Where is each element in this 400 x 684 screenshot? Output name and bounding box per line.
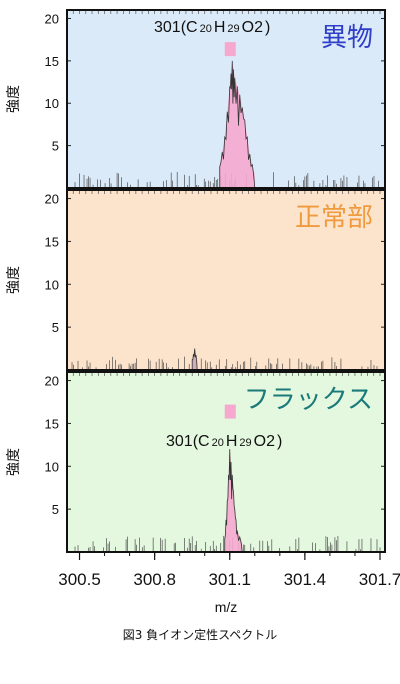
y-axis-label: 強度 <box>6 448 22 476</box>
formula-part: O2 <box>242 19 263 36</box>
formula-part: 301(C <box>154 19 198 36</box>
panel-frame <box>66 189 386 371</box>
panel-background <box>67 190 385 370</box>
peak-trace <box>219 60 256 189</box>
y-axis-label: 強度 <box>6 266 22 294</box>
formula-part: ) <box>265 19 270 36</box>
y-tick-label: 15 <box>45 54 59 69</box>
formula-part: 29 <box>227 23 239 35</box>
formula-part: H <box>226 433 238 450</box>
x-tick-label: 300.8 <box>133 570 176 589</box>
assignment-marker <box>224 404 236 419</box>
figure-caption: 図3 負イオン定性スペクトル <box>122 628 278 642</box>
y-tick-label: 5 <box>52 320 59 335</box>
x-tick-label: 300.5 <box>58 570 101 589</box>
y-tick-label: 15 <box>45 234 59 249</box>
peak-trace <box>191 348 198 371</box>
y-tick-label: 5 <box>52 139 59 154</box>
formula-part: O2 <box>254 433 275 450</box>
peak-trace <box>224 449 243 553</box>
y-tick-label: 10 <box>45 459 59 474</box>
panel-frame <box>66 371 386 553</box>
y-tick-label: 20 <box>45 374 59 389</box>
y-axis-label: 強度 <box>6 85 22 113</box>
formula-annotation: 301(C 20 H 29 O2) <box>154 19 270 36</box>
x-tick-label: 301.1 <box>208 570 251 589</box>
formula-part: 20 <box>212 437 224 449</box>
y-tick-label: 5 <box>52 502 59 517</box>
peak-area <box>192 348 198 370</box>
panel-frame <box>66 9 386 189</box>
formula-part: 301(C <box>166 433 210 450</box>
assignment-marker <box>224 42 236 57</box>
panel-title: 正常部 <box>295 203 373 233</box>
x-tick-label: 301.7 <box>359 570 400 589</box>
y-tick-label: 15 <box>45 416 59 431</box>
y-tick-label: 20 <box>45 192 59 207</box>
panel-title: 異物 <box>321 23 373 53</box>
x-axis-label: m/z <box>215 599 238 615</box>
y-tick-label: 10 <box>45 277 59 292</box>
formula-part: ) <box>277 433 282 450</box>
formula-part: 29 <box>239 437 251 449</box>
y-tick-label: 20 <box>45 11 59 26</box>
y-tick-label: 10 <box>45 96 59 111</box>
formula-annotation: 301(C 20 H 29 O2) <box>166 433 282 450</box>
peak-area <box>219 60 255 188</box>
panel-title: フラックス <box>244 385 373 415</box>
x-tick-label: 301.4 <box>284 570 327 589</box>
formula-part: H <box>214 19 226 36</box>
formula-part: 20 <box>200 23 212 35</box>
